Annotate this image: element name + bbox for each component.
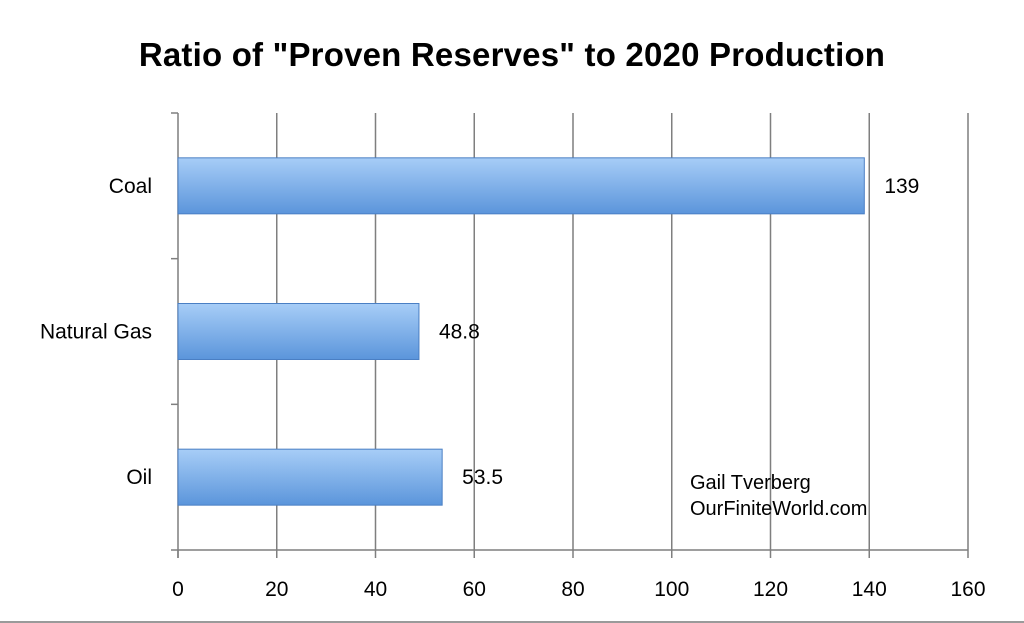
annotation-website: OurFiniteWorld.com (690, 498, 868, 520)
x-tick-label-100: 100 (654, 578, 689, 601)
labels: 0 20 40 60 80 100 120 140 160 Coal 139 Natural Gas 4… (40, 175, 986, 601)
category-label-oil: Oil (126, 466, 152, 489)
chart-title: Ratio of "Proven Reserves" to 2020 Produ… (138, 36, 886, 73)
x-tick-label-60: 60 (463, 578, 486, 601)
value-label-oil: 53.5 (462, 466, 503, 489)
value-label-natural-gas: 48.8 (439, 321, 480, 344)
x-tick-label-140: 140 (852, 578, 887, 601)
x-tick-label-20: 20 (265, 578, 288, 601)
bottom-border (0, 621, 1024, 623)
x-tick-label-120: 120 (753, 578, 788, 601)
x-tick-label-80: 80 (561, 578, 584, 601)
source-annotation: Gail Tverberg OurFiniteWorld.com (690, 470, 867, 522)
category-label-natural-gas: Natural Gas (40, 321, 152, 344)
category-label-coal: Coal (109, 175, 152, 198)
x-tick-label-0: 0 (172, 578, 184, 601)
bar-natural-gas (177, 303, 420, 360)
x-tick-label-40: 40 (364, 578, 387, 601)
annotation-author: Gail Tverberg (690, 472, 811, 494)
bar-coal (177, 157, 865, 215)
bar-oil (177, 448, 443, 506)
x-tick-label-160: 160 (950, 578, 985, 601)
value-label-coal: 139 (884, 175, 919, 198)
bars (177, 157, 865, 506)
